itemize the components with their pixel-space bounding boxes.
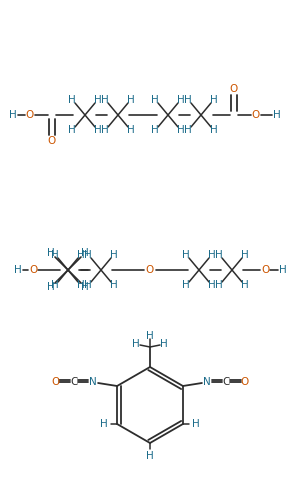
Text: H: H [184, 125, 192, 135]
Text: H: H [47, 282, 55, 292]
Text: H: H [68, 95, 76, 105]
Text: H: H [51, 280, 59, 290]
Text: N: N [203, 377, 211, 387]
Text: H: H [184, 95, 192, 105]
Text: H: H [241, 280, 249, 290]
Text: H: H [208, 250, 216, 260]
Text: H: H [151, 125, 159, 135]
Text: H: H [215, 250, 223, 260]
Text: H: H [94, 95, 102, 105]
Text: O: O [51, 377, 59, 387]
Text: O: O [146, 265, 154, 275]
Text: H: H [273, 110, 281, 120]
Text: H: H [77, 250, 85, 260]
Text: N: N [89, 377, 97, 387]
Text: H: H [84, 280, 92, 290]
Text: H: H [151, 95, 159, 105]
Text: H: H [127, 125, 135, 135]
Text: C: C [70, 377, 78, 387]
Text: H: H [279, 265, 287, 275]
Text: O: O [252, 110, 260, 120]
Text: H: H [177, 125, 185, 135]
Text: O: O [29, 265, 37, 275]
Text: H: H [110, 250, 118, 260]
Text: H: H [81, 282, 89, 292]
Text: H: H [14, 265, 22, 275]
Text: O: O [241, 377, 249, 387]
Text: H: H [146, 331, 154, 341]
Text: H: H [51, 250, 59, 260]
Text: H: H [146, 451, 154, 461]
Text: H: H [208, 280, 216, 290]
Text: H: H [210, 95, 218, 105]
Text: O: O [48, 136, 56, 146]
Text: H: H [127, 95, 135, 105]
Text: H: H [182, 250, 190, 260]
Text: H: H [84, 250, 92, 260]
Text: O: O [26, 110, 34, 120]
Text: H: H [110, 280, 118, 290]
Text: H: H [81, 248, 89, 258]
Text: H: H [182, 280, 190, 290]
Text: H: H [47, 248, 55, 258]
Text: H: H [132, 339, 140, 349]
Text: O: O [261, 265, 269, 275]
Text: H: H [68, 125, 76, 135]
Text: H: H [101, 95, 109, 105]
Text: H: H [215, 280, 223, 290]
Text: H: H [101, 125, 109, 135]
Text: H: H [192, 419, 200, 429]
Text: H: H [9, 110, 17, 120]
Text: H: H [177, 95, 185, 105]
Text: H: H [160, 339, 168, 349]
Text: H: H [210, 125, 218, 135]
Text: H: H [94, 125, 102, 135]
Text: H: H [100, 419, 108, 429]
Text: O: O [230, 84, 238, 94]
Text: H: H [77, 280, 85, 290]
Text: C: C [222, 377, 230, 387]
Text: H: H [241, 250, 249, 260]
